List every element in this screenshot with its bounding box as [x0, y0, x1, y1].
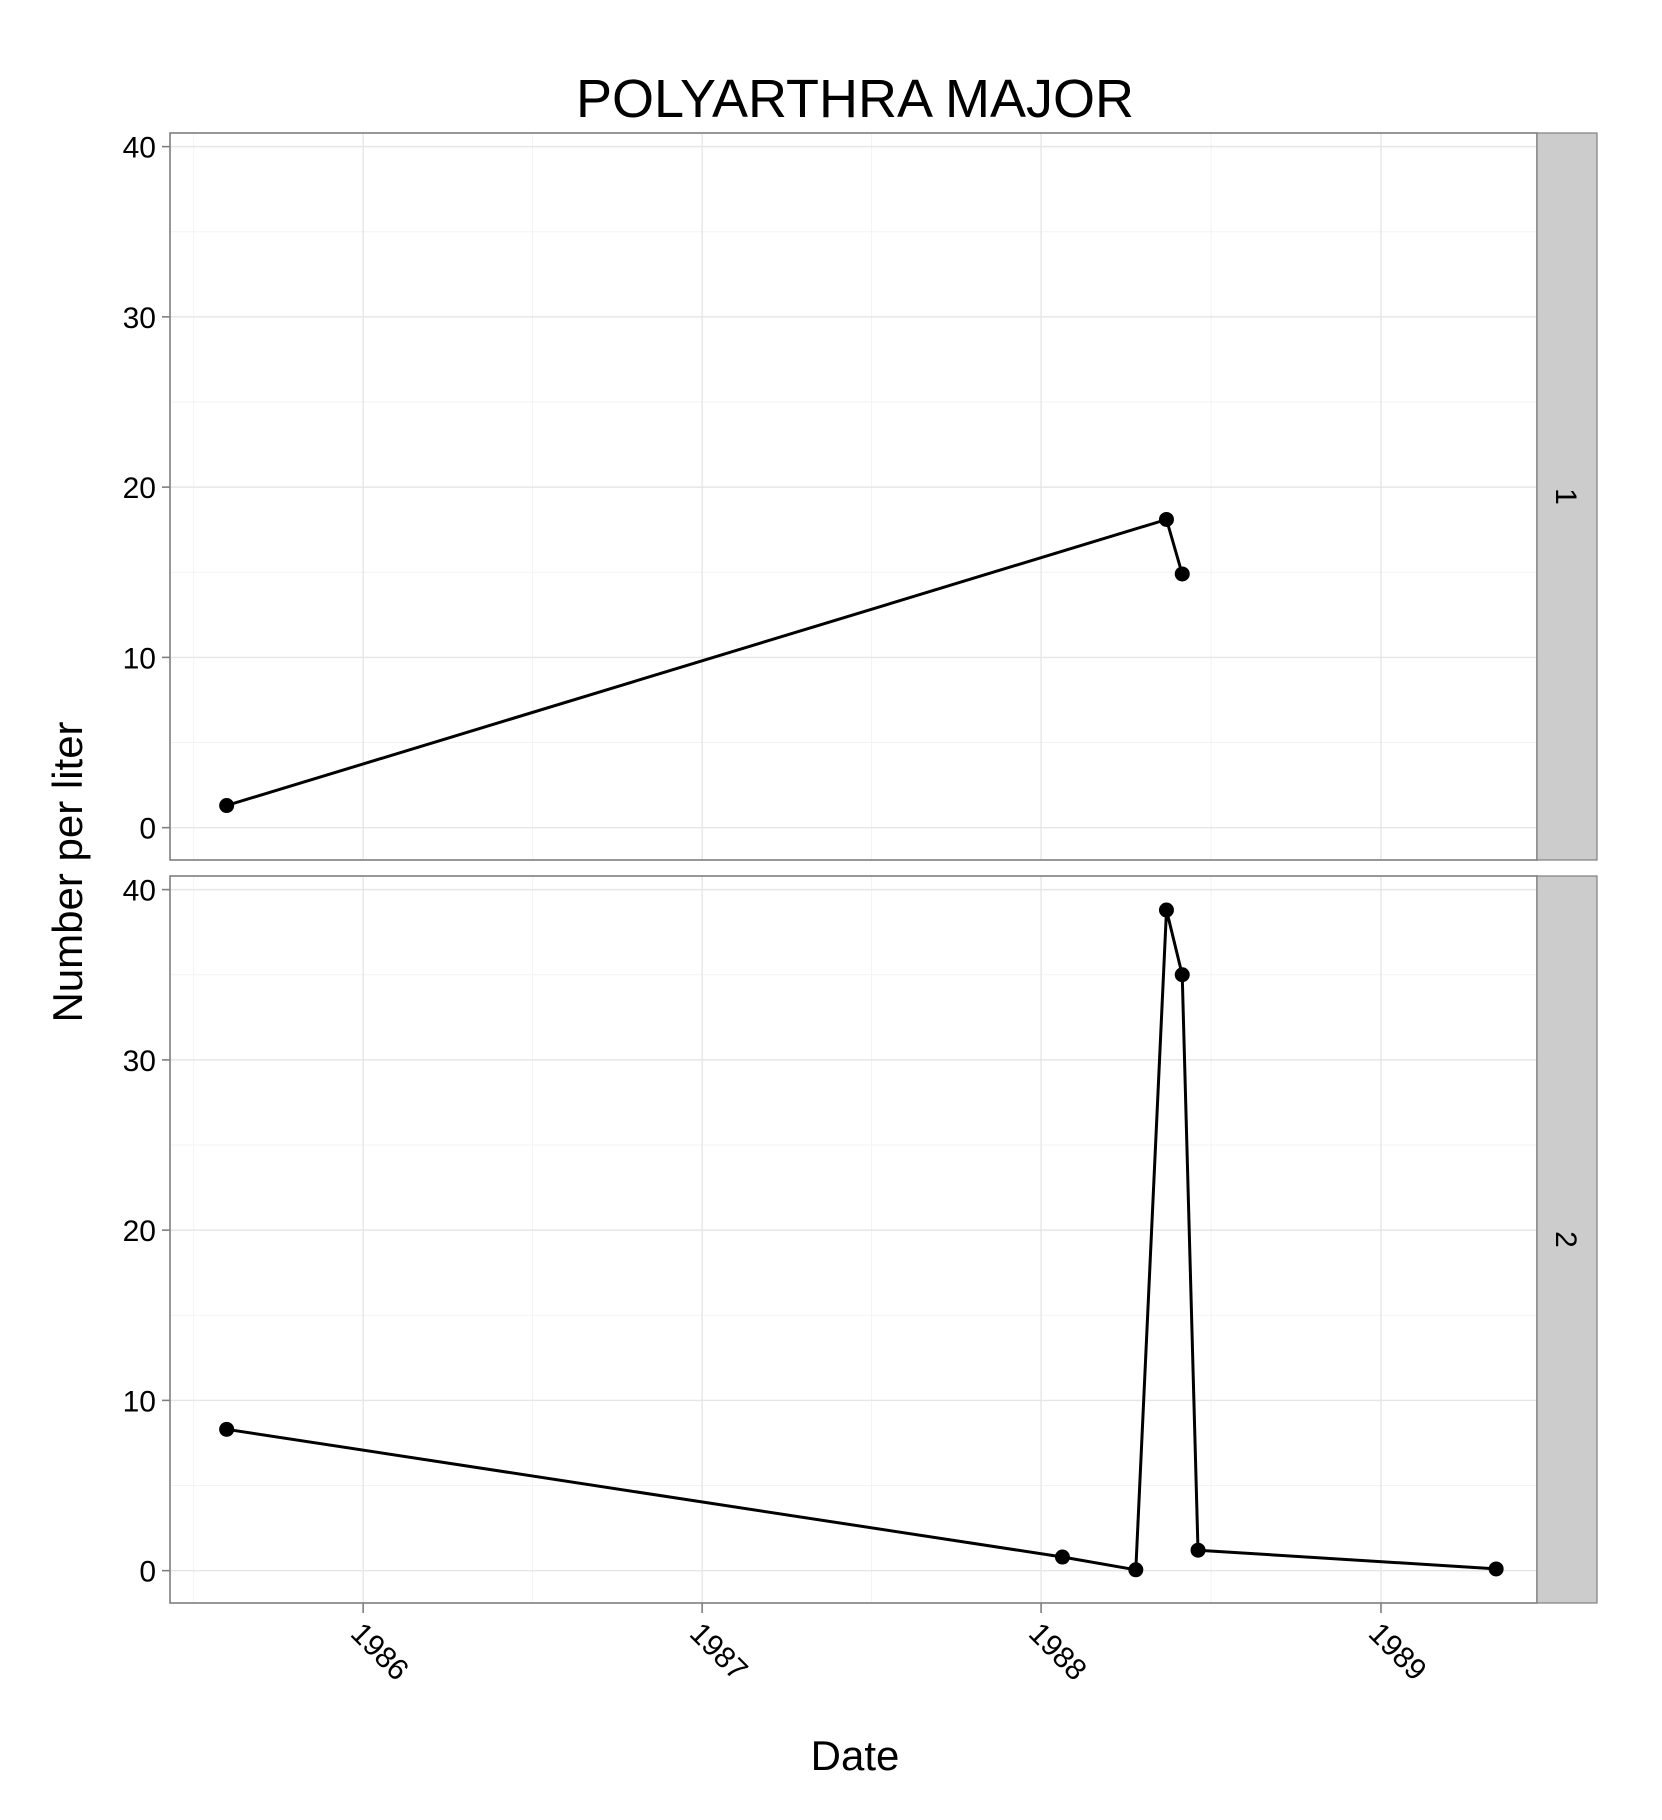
y-tick-label: 40 — [123, 132, 156, 165]
panel-background — [170, 876, 1537, 1603]
data-point — [1488, 1561, 1504, 1577]
facet-strip — [1536, 132, 1598, 861]
y-tick-label: 30 — [123, 302, 156, 335]
y-tick-label: 0 — [139, 1556, 156, 1589]
facet-strip-label: 1 — [1549, 488, 1582, 505]
data-point — [219, 1421, 235, 1437]
y-tick-label: 10 — [123, 1385, 156, 1418]
data-point — [219, 798, 235, 814]
data-point — [1054, 1549, 1070, 1565]
data-point — [1174, 967, 1190, 983]
y-tick-label: 20 — [123, 1215, 156, 1248]
panel-background — [170, 133, 1537, 860]
x-tick-label: 1988 — [1022, 1617, 1093, 1688]
data-point — [1128, 1562, 1144, 1578]
facet-strip — [1536, 875, 1598, 1604]
y-tick-label: 10 — [123, 642, 156, 675]
data-point — [1190, 1542, 1206, 1558]
y-tick-label: 40 — [123, 875, 156, 908]
chart-title: POLYARTHRA MAJOR — [576, 69, 1134, 129]
panel-1: 0 10 20 30 40 1 — [123, 132, 1598, 861]
data-point — [1158, 902, 1174, 918]
x-tick-label: 1989 — [1362, 1617, 1433, 1688]
x-tick-label: 1986 — [344, 1617, 415, 1688]
y-tick-label: 30 — [123, 1045, 156, 1078]
y-tick-label: 0 — [139, 813, 156, 846]
y-tick-label: 20 — [123, 472, 156, 505]
x-axis: 1986 1987 1988 1989 — [344, 1603, 1433, 1688]
facet-strip-label: 2 — [1549, 1231, 1582, 1248]
data-point — [1174, 566, 1190, 582]
x-axis-label: Date — [811, 1732, 900, 1779]
x-tick-label: 1987 — [683, 1617, 754, 1688]
data-point — [1158, 511, 1174, 527]
panel-2: 0 10 20 30 40 2 — [123, 875, 1598, 1604]
y-axis-label: Number per liter — [44, 721, 91, 1022]
